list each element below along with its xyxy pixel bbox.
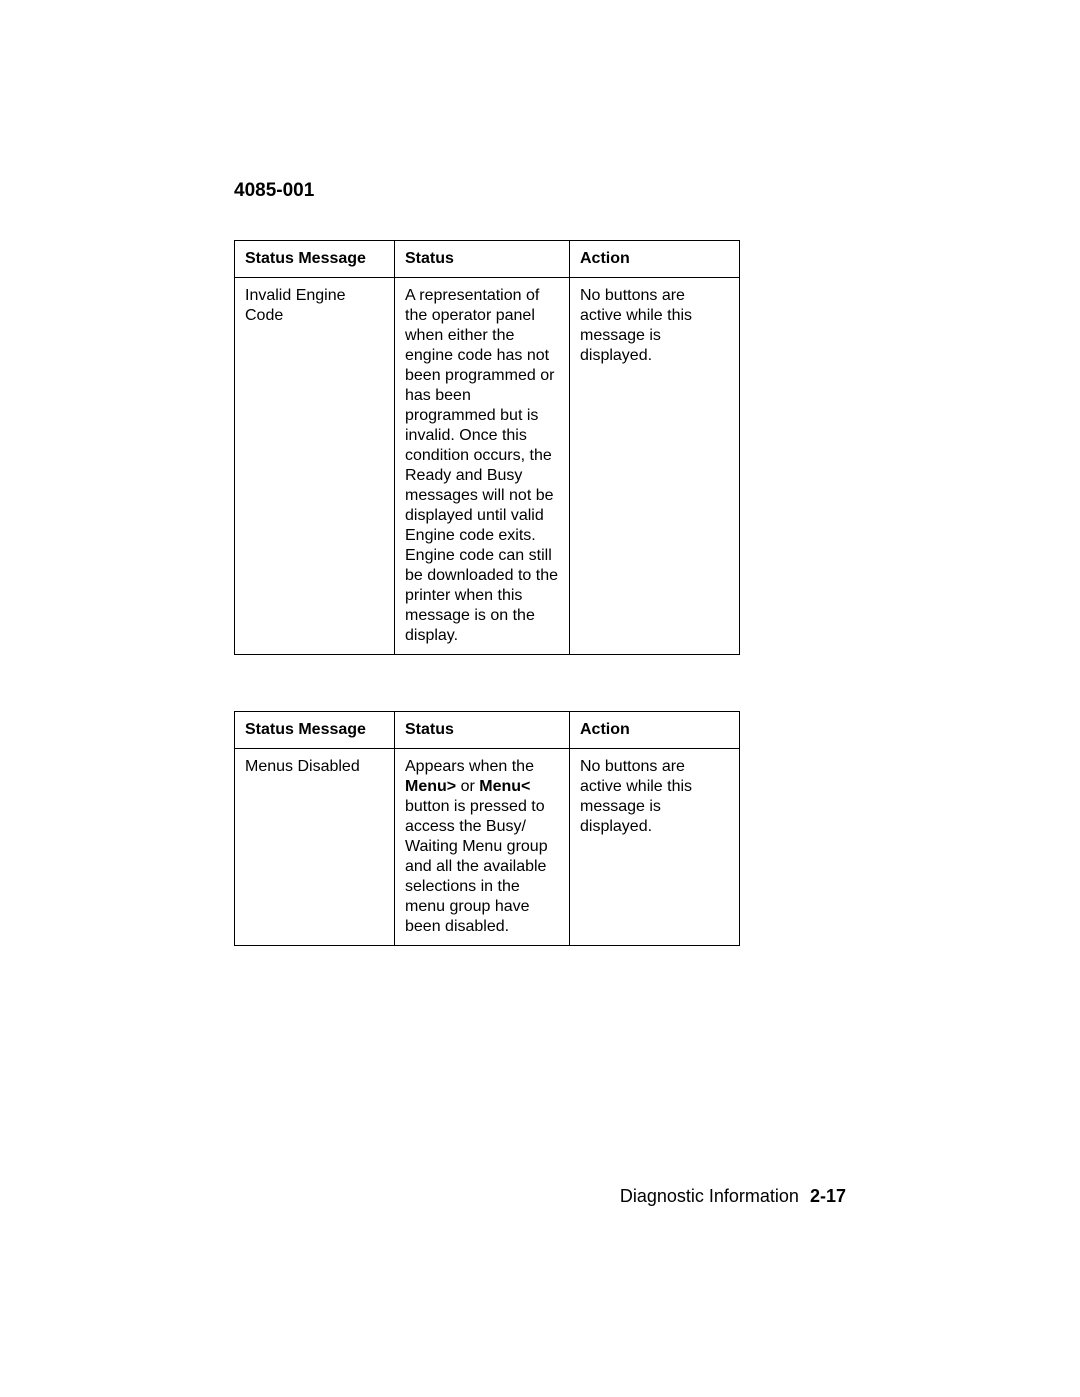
th-status: Status bbox=[395, 712, 570, 749]
th-status-message: Status Message bbox=[235, 712, 395, 749]
cell-status-message: Menus Disabled bbox=[235, 749, 395, 946]
th-action: Action bbox=[570, 712, 740, 749]
table-header-row: Status Message Status Action bbox=[235, 241, 740, 278]
table-row: Menus Disabled Appears when the Menu> or… bbox=[235, 749, 740, 946]
th-status-message: Status Message bbox=[235, 241, 395, 278]
table-row: Invalid Engine Code A representation of … bbox=[235, 278, 740, 655]
status-text-bold: Menu> bbox=[405, 778, 461, 795]
cell-action: No buttons are active while this message… bbox=[570, 749, 740, 946]
status-text-post: button is pressed to access the Busy/ Wa… bbox=[405, 798, 548, 935]
cell-status: A representation of the operator panel w… bbox=[395, 278, 570, 655]
status-text-bold2: Menu< bbox=[479, 778, 530, 795]
status-table-2: Status Message Status Action Menus Disab… bbox=[234, 711, 740, 946]
cell-status-message: Invalid Engine Code bbox=[235, 278, 395, 655]
th-action: Action bbox=[570, 241, 740, 278]
cell-action: No buttons are active while this message… bbox=[570, 278, 740, 655]
page-footer: Diagnostic Information 2-17 bbox=[620, 1186, 846, 1207]
page: 4085-001 Status Message Status Action In… bbox=[0, 0, 1080, 1397]
status-table-1: Status Message Status Action Invalid Eng… bbox=[234, 240, 740, 655]
footer-label: Diagnostic Information bbox=[620, 1186, 799, 1206]
status-text-mid: or bbox=[461, 778, 480, 795]
document-code-heading: 4085-001 bbox=[234, 180, 846, 202]
footer-page-number: 2-17 bbox=[810, 1186, 846, 1206]
status-text-pre: Appears when the bbox=[405, 758, 534, 775]
table-header-row: Status Message Status Action bbox=[235, 712, 740, 749]
th-status: Status bbox=[395, 241, 570, 278]
cell-status: Appears when the Menu> or Menu< button i… bbox=[395, 749, 570, 946]
